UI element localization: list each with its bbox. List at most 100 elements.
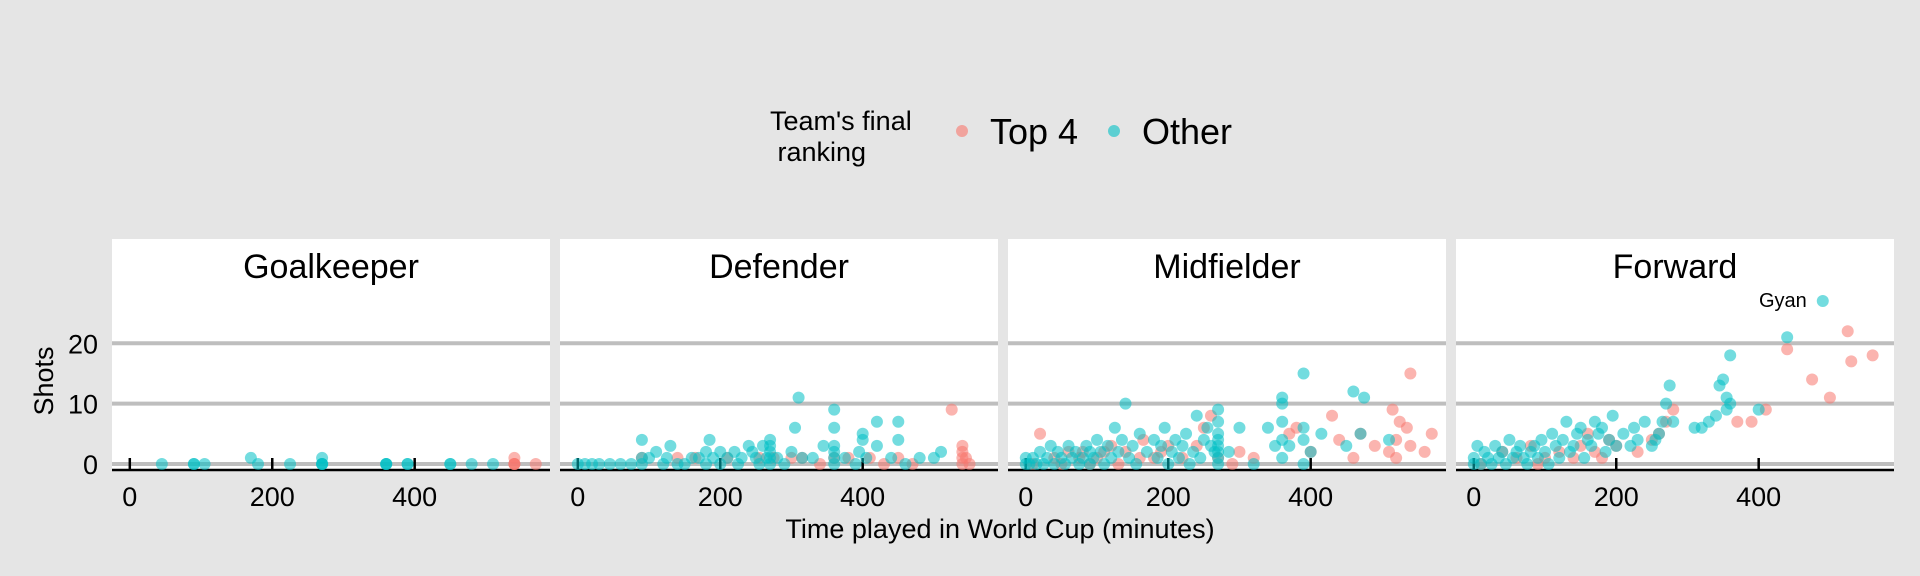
data-point [838, 451, 851, 464]
data-point [1276, 415, 1289, 428]
point-annotation: Gyan [1759, 290, 1807, 312]
data-point [892, 433, 905, 446]
data-point [1340, 439, 1353, 452]
data-point [1535, 433, 1548, 446]
data-point [401, 457, 414, 470]
data-point [465, 457, 478, 470]
data-point [1418, 445, 1431, 458]
data-point [1560, 415, 1573, 428]
data-point [1297, 457, 1310, 470]
y-tick-label: 0 [83, 450, 98, 480]
data-point [1514, 439, 1527, 452]
x-tick-label: 0 [122, 482, 137, 512]
data-point [625, 457, 638, 470]
data-point [1194, 451, 1207, 464]
facet-panel: Midfielder 0 200 400 [1008, 239, 1446, 512]
data-point [1354, 427, 1367, 440]
data-point [1628, 421, 1641, 434]
data-point [1315, 427, 1328, 440]
x-tick-label: 400 [392, 482, 437, 512]
data-point [1781, 343, 1794, 356]
x-tick-label: 200 [1594, 482, 1639, 512]
data-point [593, 457, 606, 470]
data-point [1297, 421, 1310, 434]
data-point [1261, 421, 1274, 434]
data-point [1806, 373, 1819, 386]
facet-strip-label: Goalkeeper [243, 248, 419, 286]
data-point [1112, 445, 1125, 458]
data-point [1297, 433, 1310, 446]
data-point [529, 457, 542, 470]
facet-panel: Forward 0 200 400 Gyan [1456, 239, 1894, 512]
data-point [1176, 439, 1189, 452]
data-point [1816, 295, 1829, 308]
data-point [1567, 439, 1580, 452]
data-point [1162, 457, 1175, 470]
data-point [1542, 457, 1555, 470]
data-point [1390, 451, 1403, 464]
legend: Team's final ranking Top 4 Other [770, 106, 1232, 167]
data-point [1660, 397, 1673, 410]
data-point [664, 439, 677, 452]
data-point [1546, 427, 1559, 440]
data-point [284, 457, 297, 470]
data-point [1667, 415, 1680, 428]
data-point [1222, 445, 1235, 458]
data-point [1599, 445, 1612, 458]
data-point [1404, 439, 1417, 452]
data-point [945, 403, 958, 416]
data-point [792, 391, 805, 404]
data-point [508, 457, 521, 470]
data-point [155, 457, 168, 470]
y-tick-label: 20 [68, 329, 98, 359]
data-point [735, 451, 748, 464]
data-point [1617, 427, 1630, 440]
data-point [1180, 427, 1193, 440]
data-point [703, 433, 716, 446]
data-point [1717, 373, 1730, 386]
data-point [870, 415, 883, 428]
x-tick-label: 0 [1466, 482, 1481, 512]
data-point [828, 403, 841, 416]
data-point [1247, 457, 1260, 470]
data-point [487, 457, 500, 470]
data-point [1752, 403, 1765, 416]
data-point [1226, 457, 1239, 470]
data-point [1606, 409, 1619, 422]
data-point [1101, 439, 1114, 452]
facet-strip-label: Midfielder [1153, 248, 1300, 286]
data-point [892, 415, 905, 428]
legend-label-other: Other [1142, 111, 1232, 152]
data-point [1201, 421, 1214, 434]
data-point [1781, 331, 1794, 344]
data-point [650, 445, 663, 458]
facet-strip-label: Forward [1613, 248, 1738, 286]
data-point [899, 457, 912, 470]
data-point [1034, 427, 1047, 440]
data-point [1119, 397, 1132, 410]
data-point [870, 439, 883, 452]
data-point [856, 427, 869, 440]
facet-strip [560, 239, 998, 295]
data-point [1276, 451, 1289, 464]
data-point [1091, 433, 1104, 446]
data-point [1631, 433, 1644, 446]
data-point [1140, 445, 1153, 458]
data-point [1521, 457, 1534, 470]
data-point [785, 445, 798, 458]
x-tick-label: 400 [1736, 482, 1781, 512]
data-point [885, 451, 898, 464]
facet-strip [1008, 239, 1446, 295]
data-point [1866, 349, 1879, 362]
data-point [796, 451, 809, 464]
legend-key-other [1108, 125, 1120, 137]
data-point [1347, 451, 1360, 464]
x-tick-label: 200 [1146, 482, 1191, 512]
data-point [1823, 391, 1836, 404]
data-point [806, 451, 819, 464]
data-point [1724, 397, 1737, 410]
data-point [1539, 445, 1552, 458]
data-point [660, 451, 673, 464]
